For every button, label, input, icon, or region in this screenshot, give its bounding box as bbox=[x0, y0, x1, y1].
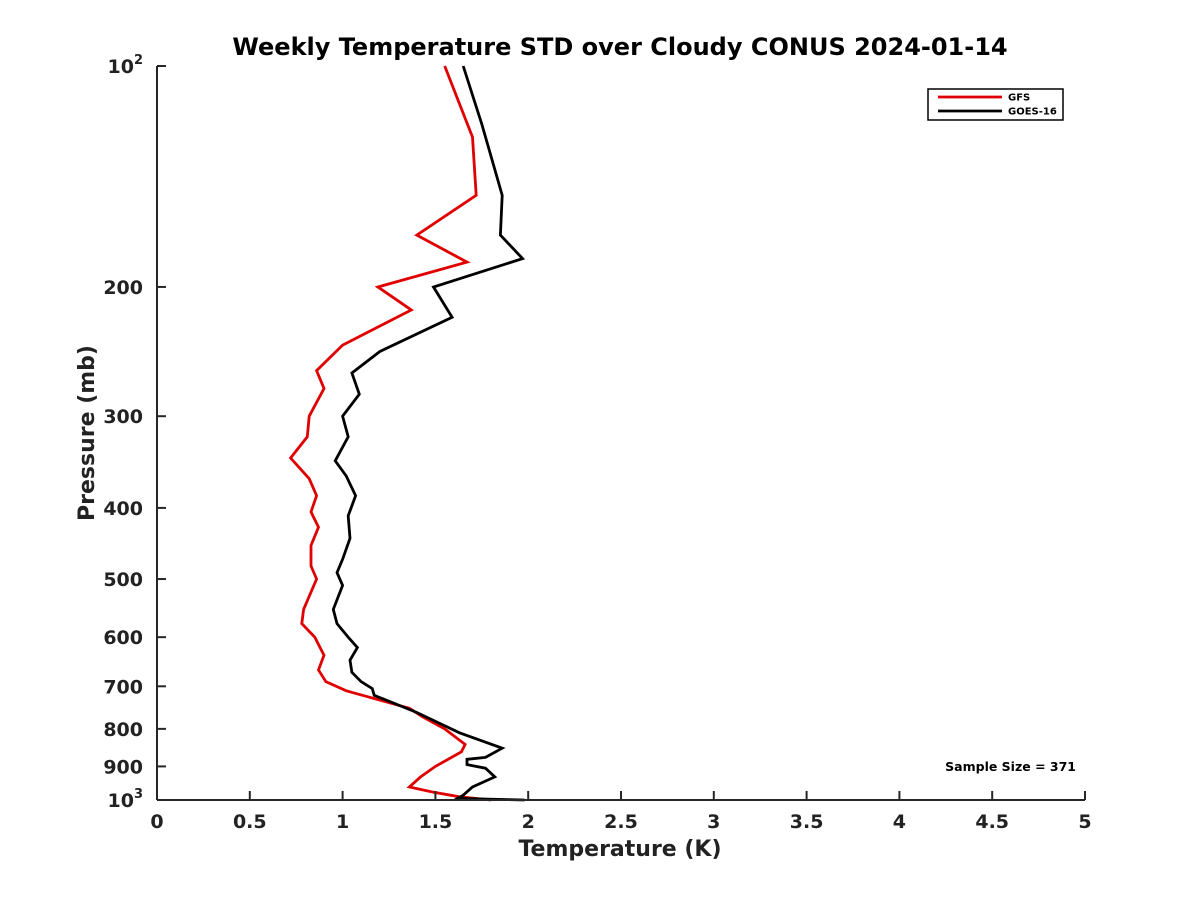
x-tick-label: 4.5 bbox=[975, 811, 1009, 833]
y-axis-label: Pressure (mb) bbox=[75, 345, 100, 521]
chart-title: Weekly Temperature STD over Cloudy CONUS… bbox=[232, 33, 1007, 61]
y-tick-label: 300 bbox=[103, 406, 143, 428]
y-tick-label: 700 bbox=[103, 676, 143, 698]
legend: GFS GOES-16 bbox=[927, 88, 1064, 121]
series-layer bbox=[288, 65, 526, 802]
legend-label-1: GOES-16 bbox=[1008, 107, 1057, 118]
y-tick-label: 800 bbox=[103, 719, 143, 741]
x-tick-label: 4 bbox=[893, 811, 906, 833]
series-line-1 bbox=[331, 65, 526, 802]
x-tick-label: 5 bbox=[1078, 811, 1091, 833]
x-tick-label: 0 bbox=[150, 811, 163, 833]
legend-box bbox=[927, 88, 1064, 121]
axes-layer: 0 0.5 1 1.5 2 2.5 3 3.5 4 4.5 5 102 200 300 400 500 600 7… bbox=[103, 53, 1091, 833]
y-tick-label: 103 bbox=[108, 787, 144, 812]
y-tick-label: 600 bbox=[103, 627, 143, 649]
y-tick-label: 200 bbox=[103, 277, 143, 299]
y-tick-label: 400 bbox=[103, 498, 143, 520]
x-tick-label: 2.5 bbox=[604, 811, 638, 833]
x-tick-label: 0.5 bbox=[233, 811, 267, 833]
x-axis-label: Temperature (K) bbox=[518, 837, 721, 862]
x-tick-label: 1 bbox=[336, 811, 349, 833]
y-tick-label: 500 bbox=[103, 569, 143, 591]
y-tick-label: 102 bbox=[108, 53, 144, 78]
x-tick-label: 1.5 bbox=[419, 811, 453, 833]
x-tick-label: 3.5 bbox=[790, 811, 824, 833]
sample-size-annotation: Sample Size = 371 bbox=[945, 759, 1076, 774]
y-tick-label: 900 bbox=[103, 756, 143, 778]
x-tick-label: 2 bbox=[522, 811, 535, 833]
legend-label-0: GFS bbox=[1008, 93, 1030, 104]
x-tick-label: 3 bbox=[707, 811, 720, 833]
series-line-0 bbox=[288, 65, 492, 802]
